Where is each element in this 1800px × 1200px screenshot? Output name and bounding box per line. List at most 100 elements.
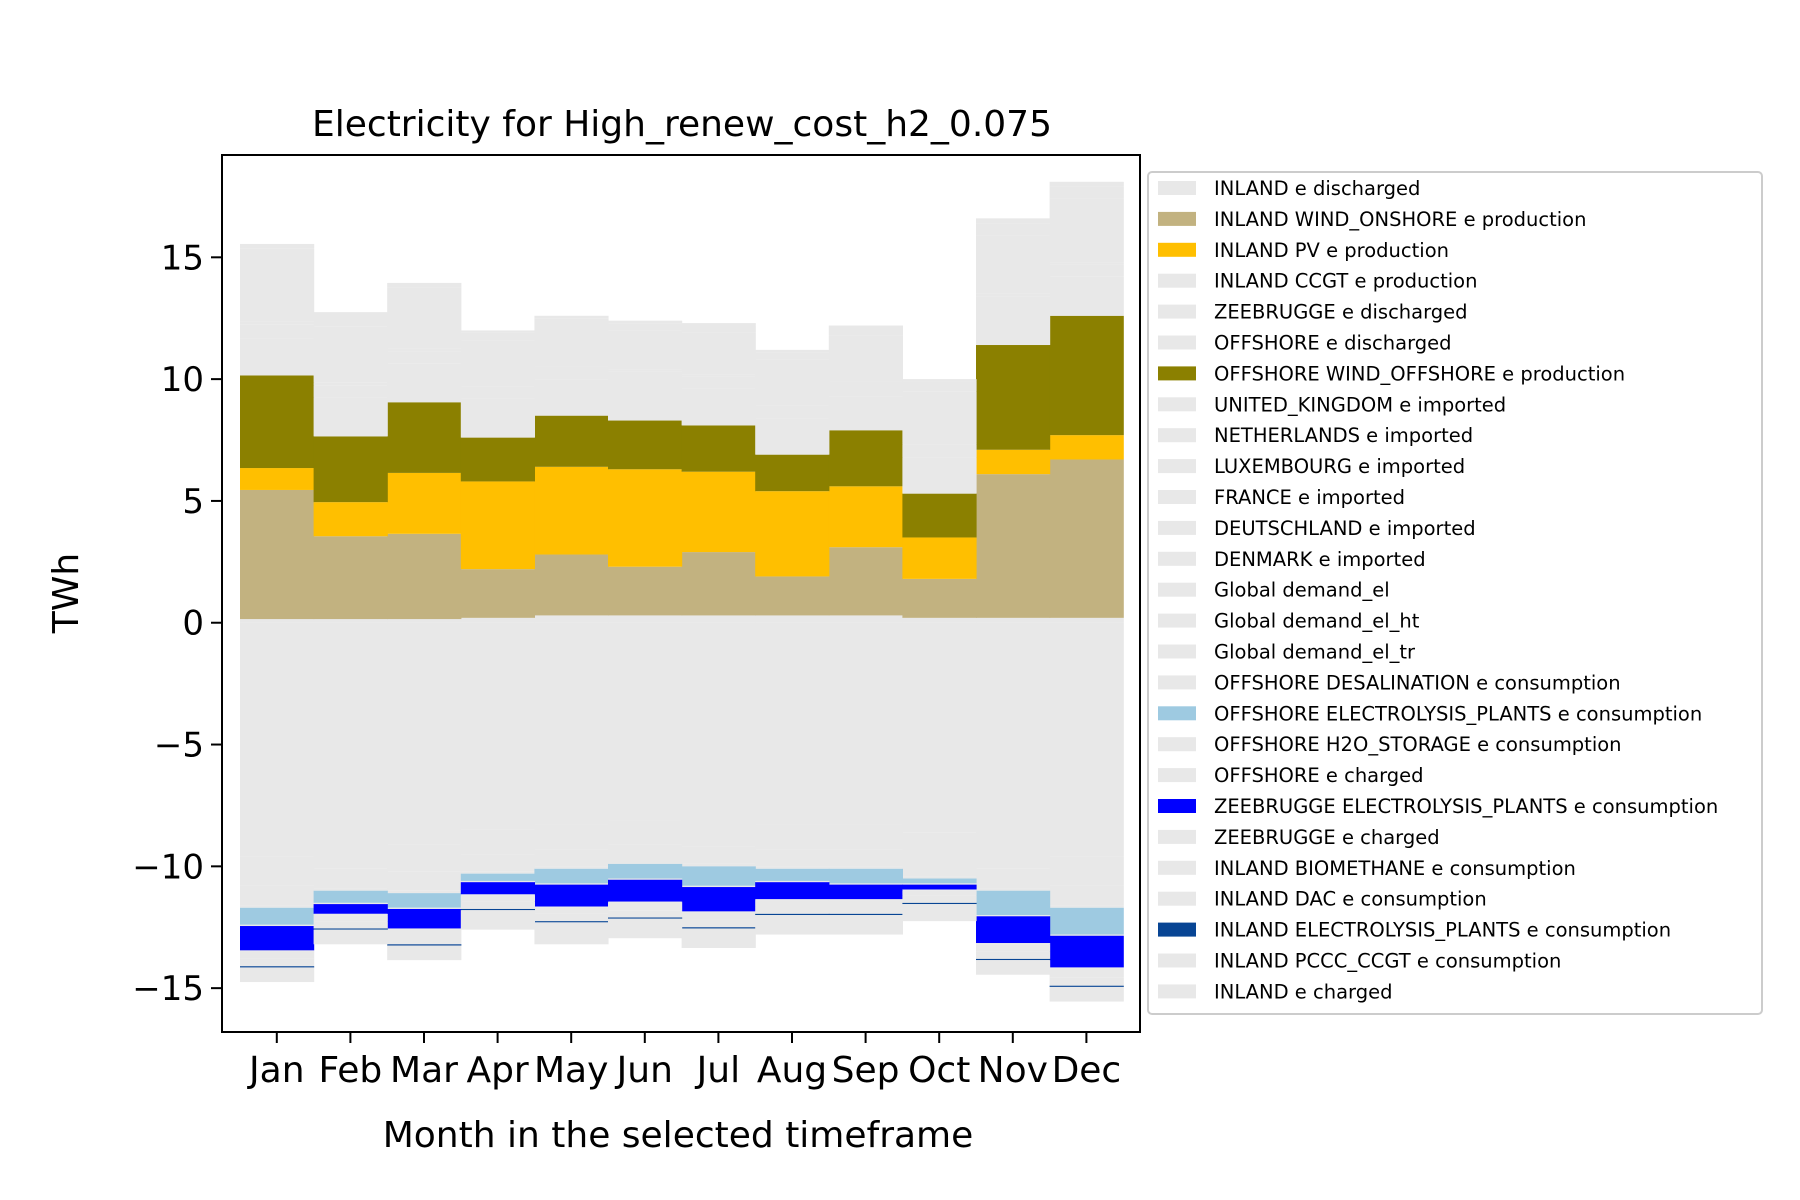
series-20-feb xyxy=(313,904,388,914)
legend-swatch-22 xyxy=(1158,860,1196,875)
series-17-jun xyxy=(608,863,683,879)
series-9-jul xyxy=(681,374,756,377)
y-tick-label: −15 xyxy=(132,969,204,1009)
series-10-apr xyxy=(460,340,535,384)
series-1-sep xyxy=(828,547,903,616)
series-6-jan xyxy=(240,375,315,469)
series-26-aug xyxy=(755,915,830,935)
series-9-sep xyxy=(828,381,903,384)
series-19-dec xyxy=(1049,934,1124,936)
series-14-jan xyxy=(240,856,315,886)
series-7-jan xyxy=(240,338,315,376)
series-26-jan xyxy=(240,967,315,983)
series-0-aug xyxy=(755,615,830,623)
series-9-mar xyxy=(387,348,462,352)
series-8-nov xyxy=(976,296,1051,309)
series-22-jan xyxy=(240,951,315,959)
legend-label-8: NETHERLANDS e imported xyxy=(1214,424,1473,447)
series-9-aug xyxy=(755,403,830,406)
series-6-oct xyxy=(902,493,977,538)
series-9-oct xyxy=(902,442,977,445)
series-9-jan xyxy=(240,321,315,325)
legend-label-21: ZEEBRUGGE e charged xyxy=(1214,826,1440,849)
legend-label-20: ZEEBRUGGE ELECTROLYSIS_PLANTS e consumpt… xyxy=(1214,795,1718,818)
legend-swatch-20 xyxy=(1158,799,1196,813)
series-15-jan xyxy=(240,885,315,906)
x-tick-label-jun: Jun xyxy=(615,1050,673,1091)
legend-swatch-10 xyxy=(1158,490,1196,504)
series-10-mar xyxy=(387,297,462,349)
series-21-may xyxy=(534,906,609,908)
series-21-dec xyxy=(1049,967,1124,969)
legend-swatch-8 xyxy=(1158,428,1196,443)
series-1-jun xyxy=(608,566,683,616)
series-6-nov xyxy=(976,345,1051,450)
y-tick-label: −10 xyxy=(132,847,204,887)
series-16-jan xyxy=(240,905,315,908)
series-24-feb xyxy=(313,928,388,930)
series-12-mar xyxy=(387,282,462,288)
legend-swatch-12 xyxy=(1158,551,1196,566)
y-tick-label: −5 xyxy=(154,726,204,766)
series-0-apr xyxy=(460,617,535,623)
series-7-nov xyxy=(976,308,1051,346)
series-12-may xyxy=(534,315,609,319)
series-6-dec xyxy=(1049,315,1124,436)
legend-swatch-24 xyxy=(1158,922,1196,937)
series-13-oct xyxy=(902,622,977,833)
series-7-feb xyxy=(313,397,388,437)
series-22-sep xyxy=(828,900,903,907)
legend-label-25: INLAND PCCC_CCGT e consumption xyxy=(1214,950,1561,973)
series-10-jul xyxy=(681,332,756,375)
legend-label-26: INLAND e charged xyxy=(1214,980,1392,1003)
series-11-jan xyxy=(240,248,315,261)
legend-label-14: Global demand_el_ht xyxy=(1214,610,1420,633)
legend-label-3: INLAND CCGT e production xyxy=(1214,270,1477,293)
x-tick-label-feb: Feb xyxy=(319,1050,383,1091)
series-19-sep xyxy=(828,883,903,885)
series-15-aug xyxy=(755,849,830,867)
legend-label-24: INLAND ELECTROLYSIS_PLANTS e consumption xyxy=(1214,919,1671,942)
series-24-may xyxy=(534,921,609,923)
legend-swatch-3 xyxy=(1158,273,1196,288)
series-23-dec xyxy=(1049,977,1124,986)
legend-label-17: OFFSHORE ELECTROLYSIS_PLANTS e consumpti… xyxy=(1214,702,1702,725)
legend-label-4: ZEEBRUGGE e discharged xyxy=(1214,301,1468,324)
series-26-sep xyxy=(828,915,903,935)
series-6-may xyxy=(534,415,609,467)
series-2-dec xyxy=(1049,435,1124,460)
series-17-mar xyxy=(387,893,462,908)
series-9-nov xyxy=(976,293,1051,297)
series-2-aug xyxy=(755,491,830,577)
series-14-aug xyxy=(755,824,830,850)
series-19-may xyxy=(534,883,609,885)
series-14-sep xyxy=(828,824,903,850)
series-7-sep xyxy=(828,396,903,431)
stacks-layer xyxy=(240,181,1124,1002)
series-24-apr xyxy=(460,908,535,911)
series-23-aug xyxy=(755,906,830,914)
series-26-oct xyxy=(902,904,977,922)
series-17-dec xyxy=(1049,907,1124,935)
series-9-apr xyxy=(460,383,535,387)
series-7-aug xyxy=(755,418,830,455)
legend-label-13: Global demand_el xyxy=(1214,579,1390,602)
series-2-may xyxy=(534,466,609,555)
plot-area-frame xyxy=(221,154,1141,1033)
series-11-nov xyxy=(976,223,1051,236)
series-23-oct xyxy=(902,895,977,903)
series-15-dec xyxy=(1049,885,1124,906)
series-26-apr xyxy=(460,910,535,930)
series-21-apr xyxy=(460,894,535,896)
series-0-dec xyxy=(1049,617,1124,623)
series-26-nov xyxy=(976,960,1051,975)
x-tick-label-oct: Oct xyxy=(908,1050,970,1091)
series-6-jul xyxy=(681,425,756,472)
legend-swatch-5 xyxy=(1158,335,1196,350)
series-0-nov xyxy=(976,617,1051,623)
series-6-apr xyxy=(460,437,535,482)
legend-label-0: INLAND e discharged xyxy=(1214,177,1420,200)
series-24-dec xyxy=(1049,985,1124,987)
series-10-oct xyxy=(902,391,977,443)
series-20-aug xyxy=(755,882,830,900)
